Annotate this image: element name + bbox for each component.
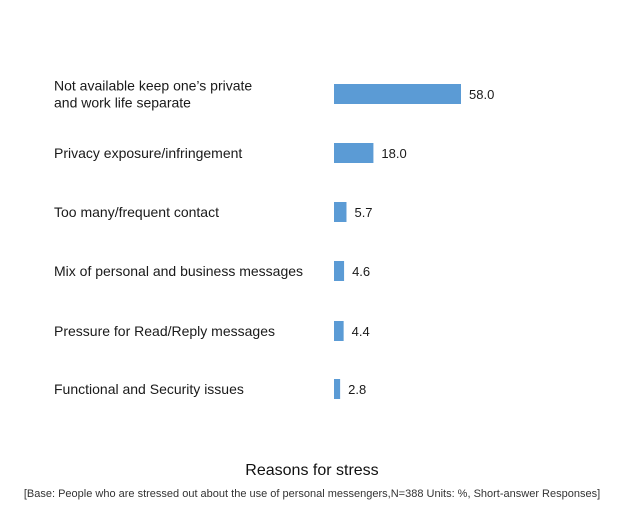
category-label: Too many/frequent contact [54, 204, 219, 220]
category-label-line: Pressure for Read/Reply messages [54, 323, 275, 339]
category-label-line: Not available keep one’s private [54, 78, 252, 94]
category-label: Functional and Security issues [54, 381, 244, 397]
value-label: 5.7 [354, 205, 372, 220]
chart-title: Reasons for stress [245, 462, 378, 479]
bar [334, 202, 347, 222]
bars-layer: Not available keep one’s private and work… [54, 78, 494, 399]
chart-footnote: [Base: People who are stressed out about… [24, 488, 600, 500]
value-label: 18.0 [381, 146, 406, 161]
bar [334, 321, 344, 341]
bar [334, 261, 345, 281]
value-label: 4.4 [352, 324, 370, 339]
bar [334, 143, 374, 163]
category-label: Privacy exposure/infringement [54, 145, 242, 161]
category-label-line: and work life separate [54, 95, 191, 111]
category-label-line: Too many/frequent contact [54, 204, 219, 220]
bar [334, 84, 461, 104]
value-label: 2.8 [348, 382, 366, 397]
category-label: Pressure for Read/Reply messages [54, 323, 275, 339]
category-label-line: Mix of personal and business messages [54, 263, 303, 279]
value-label: 58.0 [469, 87, 494, 102]
category-label: Not available keep one’s private and work… [54, 78, 252, 111]
bar [334, 379, 341, 399]
value-label: 4.6 [352, 264, 370, 279]
category-label-line: Privacy exposure/infringement [54, 145, 242, 161]
category-label: Mix of personal and business messages [54, 263, 303, 279]
category-label-line: Functional and Security issues [54, 381, 244, 397]
